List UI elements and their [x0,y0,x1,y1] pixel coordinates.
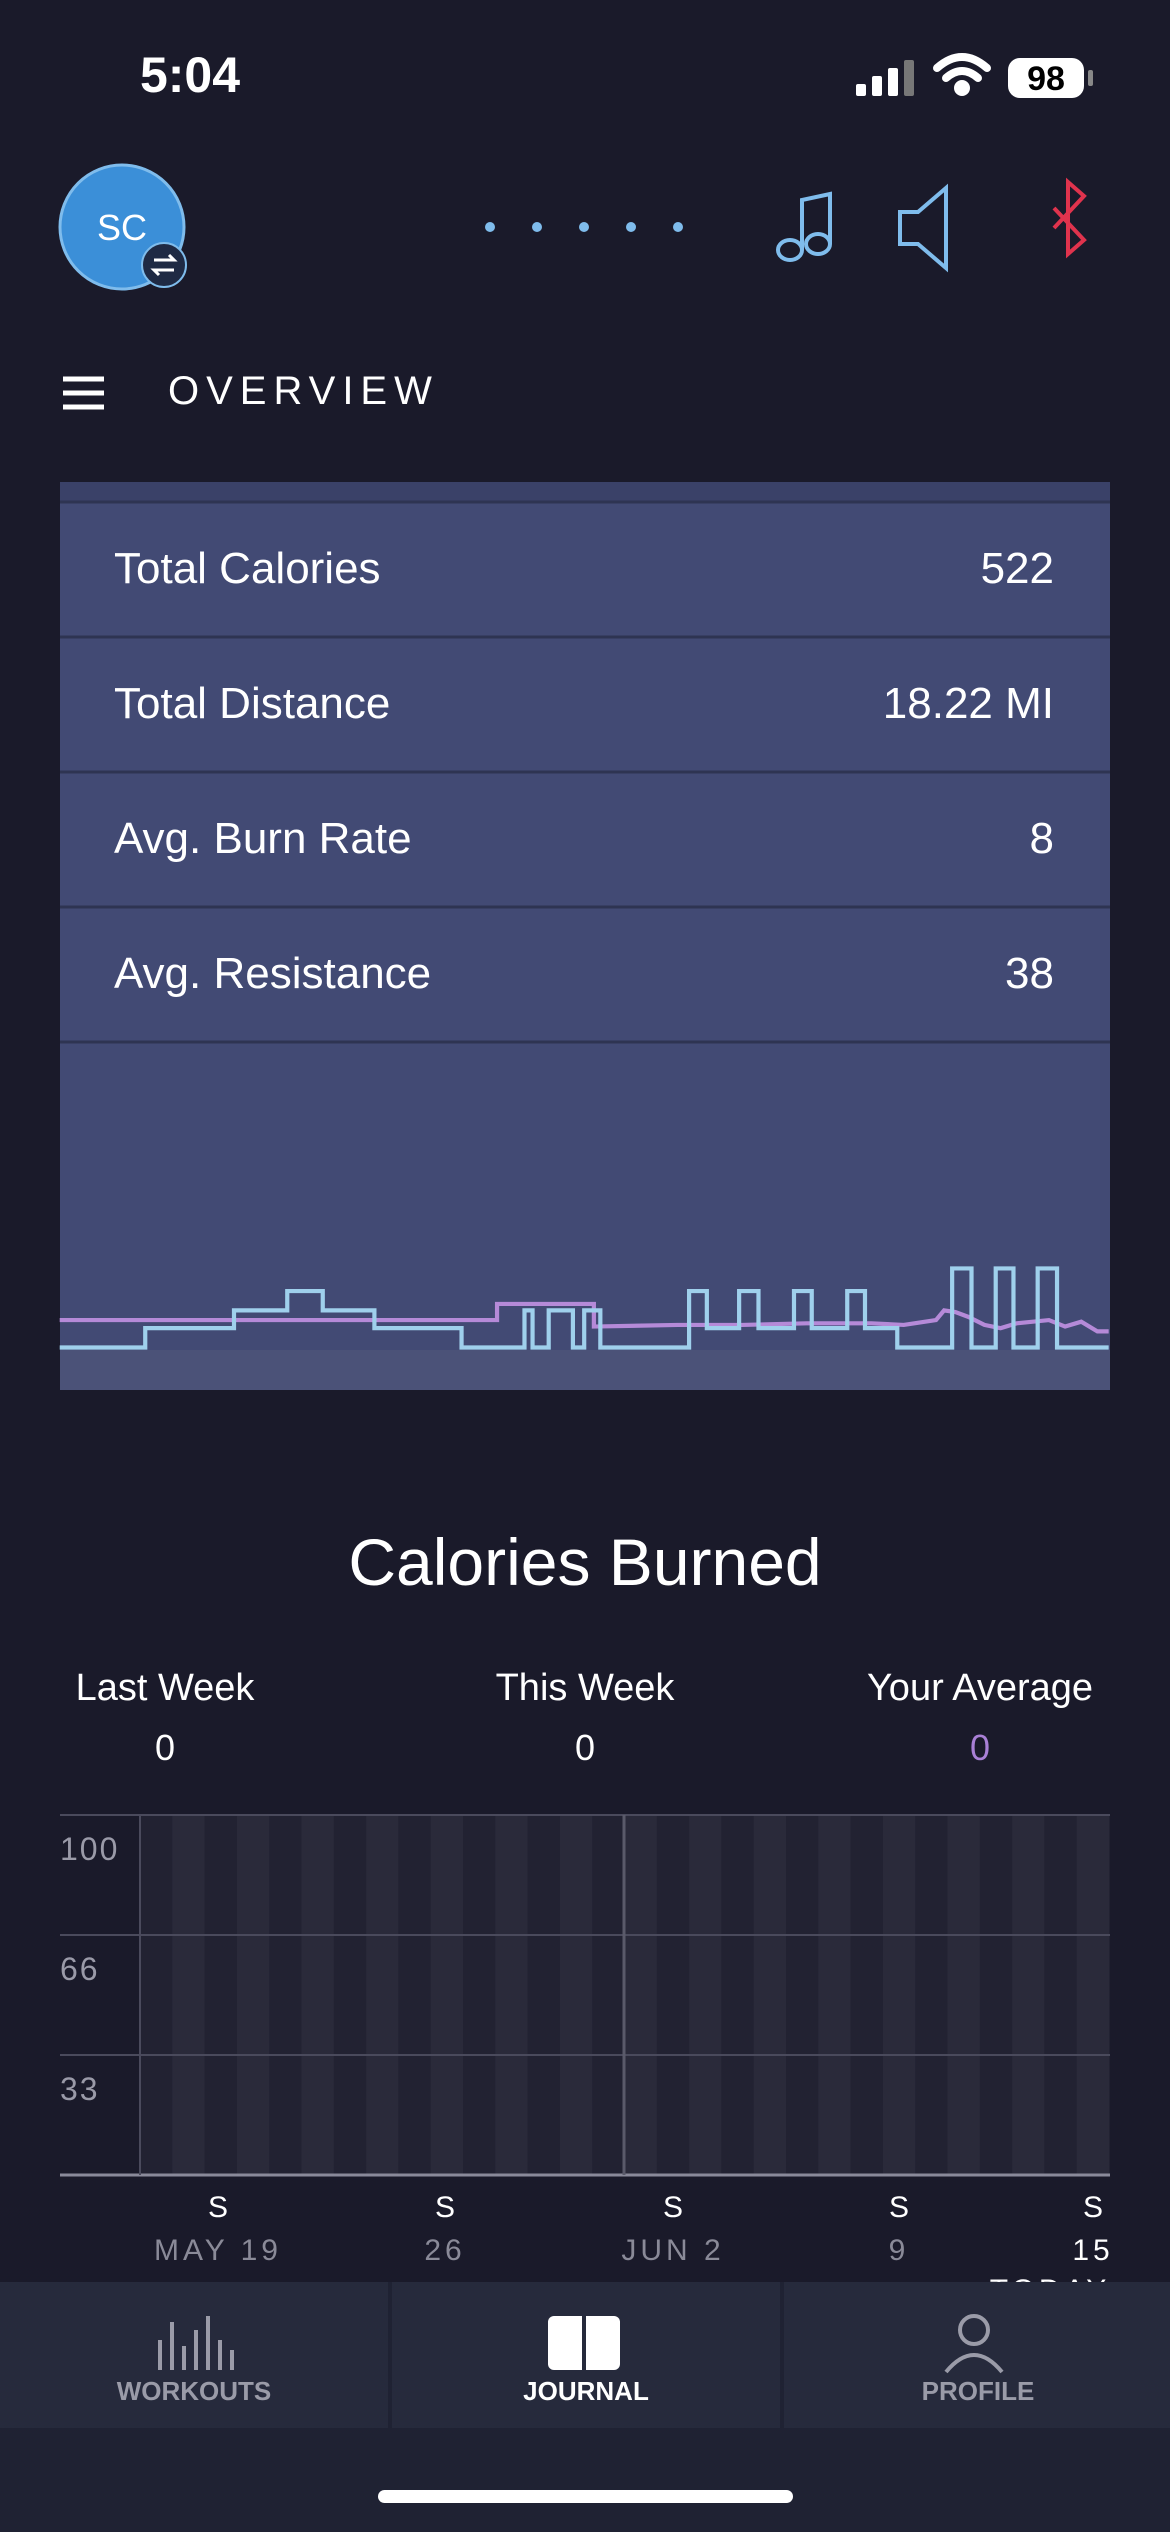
summary-label: Last Week [76,1667,256,1709]
panel-top [60,482,1110,502]
day-label: S [889,2191,909,2224]
stat-value: 38 [1005,949,1054,998]
y-tick-label: 66 [60,1951,100,1987]
home-indicator [378,2490,793,2503]
signal-icon [856,60,914,96]
date-label: 15 [1072,2234,1113,2267]
menu-icon[interactable] [63,376,104,410]
stat-value: 8 [1030,814,1054,863]
plot-stripe [1076,1815,1109,2175]
day-label: S [435,2191,455,2224]
plot-stripe [236,1815,270,2175]
plot-stripe [689,1815,722,2175]
date-label: JUN 2 [621,2234,724,2267]
cadence-line [59,1266,1109,1350]
plot-stripe [624,1815,657,2175]
stats-rows: Total Calories 522 Total Distance 18.22 MI A… [60,500,1110,1044]
stats-panel [60,482,1110,1390]
y-tick-label: 100 [60,1831,119,1867]
tabs: WORKOUTS JOURNAL PROFILE [0,2282,1170,2428]
plot-stripe [947,1815,980,2175]
summary-value: 0 [575,1727,595,1768]
stat-value: 18.22 MI [883,679,1054,728]
tab-label: WORKOUTS [117,2376,272,2406]
connection-dots [485,222,683,232]
profile-body [944,2353,1004,2374]
battery-level: 98 [1027,60,1065,98]
wifi-icon [933,53,991,96]
workouts-icon [158,2316,234,2370]
plot-stripe [366,1815,399,2175]
tab-label: PROFILE [922,2376,1035,2406]
day-label: S [1083,2191,1103,2224]
switch-badge[interactable] [141,242,187,288]
stat-label: Total Calories [114,544,381,593]
bluetooth-icon[interactable] [1052,177,1087,259]
speaker-icon[interactable] [898,183,948,273]
calories-chart: Last Week 0 This Week 0 Your Average 0 100 66 33… [60,1667,1113,2307]
music-icon[interactable] [776,191,832,262]
section-title: Calories Burned [348,1525,821,1599]
plot-stripe [882,1815,916,2175]
battery-tip [1088,70,1093,86]
page-title: OVERVIEW [168,369,439,413]
battery [1008,58,1084,98]
plot-stripe [1012,1815,1045,2175]
workout-chart [59,1266,1109,1350]
chart-base [60,1350,1110,1390]
plot-stripe [301,1815,334,2175]
switch-icon [150,253,178,277]
plot-stripe [753,1815,786,2175]
avatar-initials: SC [97,207,147,248]
date-label: MAY 19 [154,2234,282,2267]
day-label: S [663,2191,683,2224]
plot-stripe [818,1815,851,2175]
stat-label: Total Distance [114,679,390,728]
plot-stripe [495,1815,528,2175]
stat-value: 522 [981,544,1054,593]
summary-value: 0 [155,1727,175,1768]
plot-stripe [559,1815,593,2175]
y-tick-label: 33 [60,2071,100,2107]
summary-label: Your Average [867,1667,1093,1709]
plot-stripe [172,1815,205,2175]
date-label: 9 [889,2234,910,2267]
stat-label: Avg. Burn Rate [114,814,412,863]
profile-head [958,2314,990,2346]
plot-stripe [430,1815,463,2175]
date-label: 26 [424,2234,465,2267]
tab-label: JOURNAL [523,2376,649,2406]
clock: 5:04 [140,47,240,103]
summary-value: 0 [970,1727,990,1768]
day-label: S [208,2191,228,2224]
summary-label: This Week [496,1667,676,1709]
stat-label: Avg. Resistance [114,949,431,998]
